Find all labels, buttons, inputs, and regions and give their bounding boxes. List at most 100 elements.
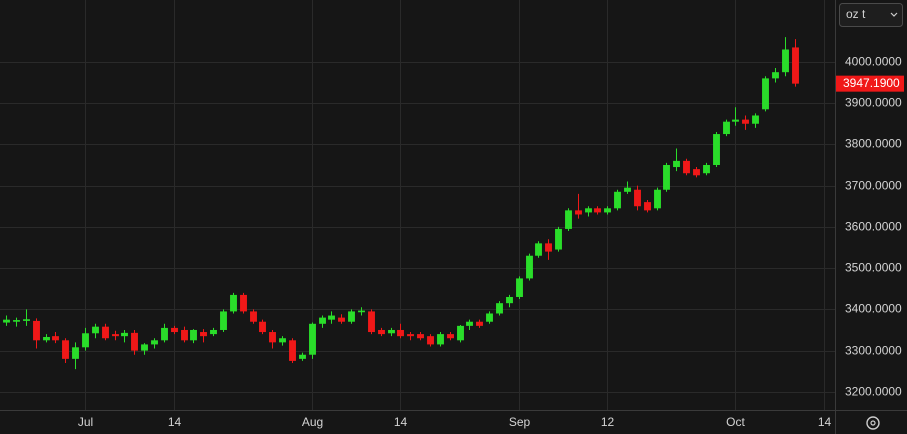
y-tick-label: 3600.0000 [845, 220, 902, 234]
settings-button[interactable] [866, 416, 880, 430]
candle-body [545, 243, 552, 252]
candle-body [181, 329, 188, 341]
candle-body [190, 329, 197, 341]
candle-body [319, 317, 326, 324]
candle-body [102, 326, 109, 339]
candle-body [338, 317, 345, 322]
candle-body [732, 119, 739, 122]
y-tick-label: 3700.0000 [845, 179, 902, 193]
candle-body [141, 344, 148, 351]
candle-body [397, 329, 404, 337]
candle-body [378, 329, 385, 335]
candle-body [368, 311, 375, 333]
candle-body [348, 311, 355, 322]
candle-body [112, 334, 119, 337]
x-tick-label: 14 [818, 415, 832, 429]
candle-body [289, 340, 296, 361]
candle-body [693, 169, 700, 176]
candles [3, 37, 799, 370]
candle-body [279, 338, 286, 343]
candle-body [220, 311, 227, 330]
candle-body [417, 334, 424, 339]
candle-body [3, 319, 10, 323]
candle-body [269, 332, 276, 343]
candle-body [752, 115, 759, 124]
candle-body [250, 311, 257, 322]
last-price-box [836, 75, 904, 92]
candle-body [171, 327, 178, 333]
candle-body [723, 121, 730, 135]
candle-body [683, 160, 690, 174]
candle-body [594, 208, 601, 213]
dropdown-caret[interactable] [890, 12, 898, 17]
x-tick-label: Jul [78, 415, 93, 429]
candle-body [663, 164, 670, 190]
candle-body [131, 332, 138, 351]
candle-body [624, 187, 631, 192]
candle-body [585, 208, 592, 213]
candle-body [634, 189, 641, 207]
candle-body [427, 336, 434, 345]
candle-body [654, 189, 661, 209]
candle-body [92, 326, 99, 334]
candle-body [200, 332, 207, 337]
candle-body [388, 329, 395, 334]
y-tick-label: 3300.0000 [845, 344, 902, 358]
grid [0, 0, 835, 410]
last-price-label: 3947.1900 [843, 76, 900, 90]
candle-body [407, 334, 414, 337]
x-tick-label: 14 [394, 415, 408, 429]
candle-body [447, 334, 454, 339]
candle-body [466, 321, 473, 326]
candle-body [506, 296, 513, 304]
candle-body [240, 294, 247, 312]
candle-body [121, 332, 128, 337]
x-tick-label: Oct [726, 415, 745, 429]
candle-body [82, 333, 89, 348]
candle-body [210, 329, 217, 335]
candle-body [782, 49, 789, 73]
candle-body [575, 210, 582, 215]
x-tick-label: 14 [168, 415, 182, 429]
candle-body [792, 47, 799, 84]
candle-body [62, 340, 69, 359]
candle-body [437, 334, 444, 345]
candle-body [644, 202, 651, 211]
candle-body [713, 134, 720, 165]
settings-gear[interactable] [866, 416, 880, 430]
dropdown-label[interactable]: oz t [846, 7, 866, 21]
candle-body [151, 340, 158, 345]
y-tick-label: 3400.0000 [845, 302, 902, 316]
candle-body [526, 255, 533, 279]
candle-body [772, 72, 779, 79]
y-tick-label: 4000.0000 [845, 55, 902, 69]
candle-body [457, 325, 464, 341]
unit-dropdown[interactable]: oz t [839, 3, 903, 27]
x-tick-label: 12 [601, 415, 615, 429]
candle-body [762, 78, 769, 110]
candle-body [309, 323, 316, 355]
candle-body [703, 164, 710, 174]
y-tick-label: 3200.0000 [845, 385, 902, 399]
dropdown-box[interactable] [839, 3, 903, 27]
candle-body [23, 319, 30, 321]
candle-body [555, 228, 562, 250]
candle-body [52, 336, 59, 341]
axes: 3200.0000 3300.0000 3400.0000 3500.0000 3600… [78, 55, 904, 429]
settings-gear-center[interactable] [870, 420, 876, 426]
candle-body [299, 354, 306, 359]
y-tick-label: 3800.0000 [845, 137, 902, 151]
x-tick-label: Sep [509, 415, 531, 429]
candle-body [33, 320, 40, 341]
candle-body [230, 294, 237, 312]
candle-body [496, 303, 503, 314]
candle-body [486, 313, 493, 322]
x-tick-label: Aug [302, 415, 323, 429]
candle-body [259, 321, 266, 333]
candle-body [516, 278, 523, 297]
y-tick-label: 3500.0000 [845, 261, 902, 275]
candle-body [742, 119, 749, 124]
candle-body [358, 310, 365, 313]
